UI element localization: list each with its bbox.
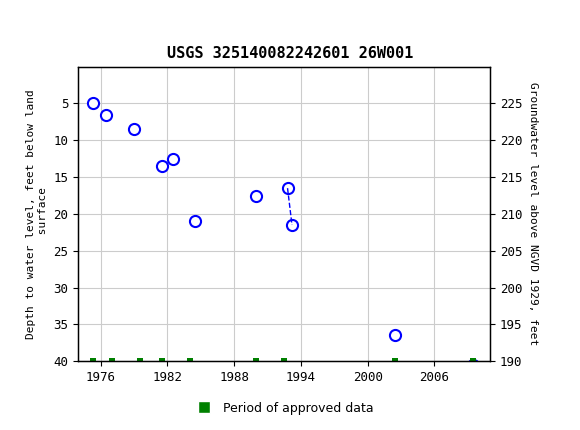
- Y-axis label: Groundwater level above NGVD 1929, feet: Groundwater level above NGVD 1929, feet: [528, 82, 538, 346]
- Text: USGS 325140082242601 26W001: USGS 325140082242601 26W001: [167, 46, 413, 61]
- Text: ≡USGS: ≡USGS: [12, 10, 66, 28]
- Y-axis label: Depth to water level, feet below land
 surface: Depth to water level, feet below land su…: [27, 89, 48, 339]
- Legend: Period of approved data: Period of approved data: [190, 397, 379, 420]
